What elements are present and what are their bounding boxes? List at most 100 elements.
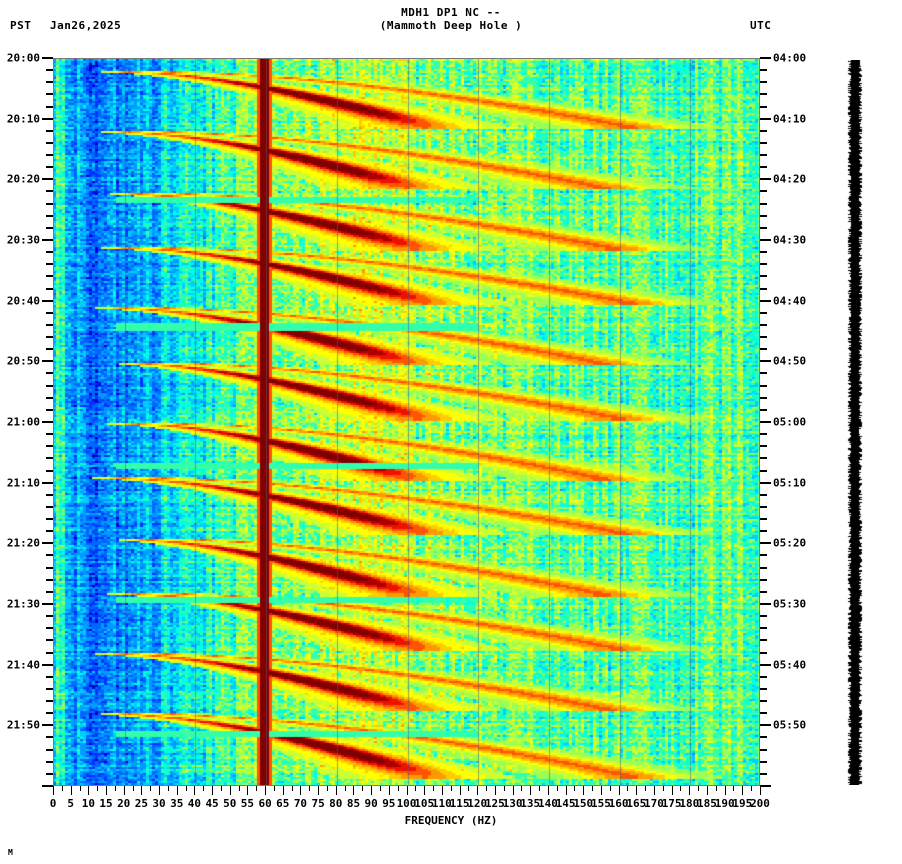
freq-label: 110	[431, 797, 452, 810]
time-tick-minor	[46, 578, 53, 581]
freq-tick-major	[513, 786, 514, 795]
time-label-utc: 05:10	[773, 476, 807, 490]
freq-tick-major	[300, 786, 301, 795]
time-label-utc: 05:50	[773, 718, 807, 732]
freq-tick-minor	[168, 786, 169, 791]
freq-label: 55	[240, 797, 255, 810]
freq-tick-major	[707, 786, 708, 795]
time-tick-minor	[760, 214, 767, 217]
time-tick-minor	[46, 700, 53, 703]
time-tick-minor	[760, 590, 767, 593]
freq-tick-major	[725, 786, 726, 795]
time-tick-major	[42, 785, 53, 787]
time-tick-minor	[760, 651, 767, 654]
time-tick-minor	[46, 263, 53, 266]
time-label-pst: 20:20	[6, 172, 40, 186]
time-tick-major	[760, 542, 771, 545]
time-tick-minor	[46, 372, 53, 375]
time-tick-minor	[46, 348, 53, 351]
time-tick-minor	[760, 639, 767, 642]
timezone-left-label: PST	[10, 19, 32, 32]
freq-tick-minor	[521, 786, 522, 791]
time-tick-minor	[760, 263, 767, 266]
freq-label: 145	[555, 797, 576, 810]
freq-tick-minor	[80, 786, 81, 791]
freq-tick-major	[106, 786, 107, 795]
freq-label: 135	[520, 797, 541, 810]
time-tick-minor	[760, 457, 767, 460]
freq-tick-minor	[592, 786, 593, 791]
corner-mark: M	[8, 848, 13, 857]
freq-label: 90	[364, 797, 378, 810]
time-tick-minor	[46, 457, 53, 460]
freq-tick-major	[88, 786, 89, 795]
time-label-pst: 21:20	[6, 536, 40, 550]
freq-tick-major	[742, 786, 743, 795]
time-label-pst: 21:50	[6, 718, 40, 732]
time-label-pst: 21:00	[6, 415, 40, 429]
time-tick-minor	[760, 226, 767, 229]
time-tick-minor	[760, 372, 767, 375]
freq-tick-major	[71, 786, 72, 795]
freq-tick-minor	[97, 786, 98, 791]
time-tick-minor	[760, 311, 767, 314]
time-tick-major	[42, 239, 53, 241]
freq-tick-major	[353, 786, 354, 795]
time-tick-minor	[760, 190, 767, 193]
frequency-axis-caption: FREQUENCY (HZ)	[404, 814, 498, 827]
time-tick-minor	[760, 69, 767, 72]
time-tick-minor	[46, 445, 53, 448]
time-tick-minor	[760, 566, 767, 569]
time-tick-minor	[46, 566, 53, 569]
freq-label: 200	[750, 797, 770, 810]
freq-label: 195	[732, 797, 753, 810]
time-tick-major	[42, 481, 53, 484]
freq-tick-major	[212, 786, 213, 795]
freq-label: 65	[276, 797, 290, 810]
freq-tick-minor	[574, 786, 575, 791]
time-tick-minor	[760, 687, 767, 690]
spectrogram-image	[54, 59, 759, 785]
time-label-pst: 20:10	[6, 112, 40, 126]
freq-label: 15	[99, 797, 113, 810]
freq-tick-major	[371, 786, 372, 795]
time-tick-major	[760, 299, 771, 302]
time-tick-minor	[760, 772, 767, 775]
time-tick-major	[760, 57, 771, 59]
time-tick-major	[42, 663, 53, 666]
time-tick-minor	[760, 675, 767, 678]
time-tick-minor	[46, 651, 53, 654]
time-tick-major	[760, 603, 771, 605]
time-tick-minor	[46, 712, 53, 715]
time-tick-major	[42, 299, 53, 302]
spectrogram-plot[interactable]	[53, 58, 760, 786]
freq-tick-minor	[451, 786, 452, 791]
freq-label: 175	[661, 797, 682, 810]
time-tick-minor	[760, 493, 767, 496]
freq-tick-minor	[539, 786, 540, 791]
time-tick-minor	[760, 760, 767, 763]
amplitude-trace-canvas	[847, 60, 863, 785]
time-tick-minor	[760, 736, 767, 739]
time-tick-major	[760, 360, 771, 363]
freq-tick-major	[583, 786, 584, 795]
time-tick-minor	[46, 69, 53, 72]
time-label-utc: 05:30	[773, 597, 807, 611]
freq-label: 130	[502, 797, 523, 810]
freq-label: 30	[152, 797, 166, 810]
time-tick-minor	[46, 141, 53, 144]
time-tick-major	[42, 178, 53, 181]
time-tick-minor	[46, 129, 53, 132]
freq-tick-minor	[345, 786, 346, 791]
freq-tick-minor	[380, 786, 381, 791]
freq-tick-minor	[733, 786, 734, 791]
time-label-utc: 05:20	[773, 536, 807, 550]
freq-tick-minor	[362, 786, 363, 791]
time-tick-minor	[46, 93, 53, 96]
freq-label: 10	[81, 797, 95, 810]
time-axis-utc: 04:00 04:10 04:20 04:30 04:40 04:50 05:00 05:10…	[760, 52, 900, 787]
time-tick-minor	[760, 518, 767, 521]
freq-label: 155	[590, 797, 611, 810]
time-tick-minor	[760, 408, 767, 411]
time-tick-major	[42, 724, 53, 727]
